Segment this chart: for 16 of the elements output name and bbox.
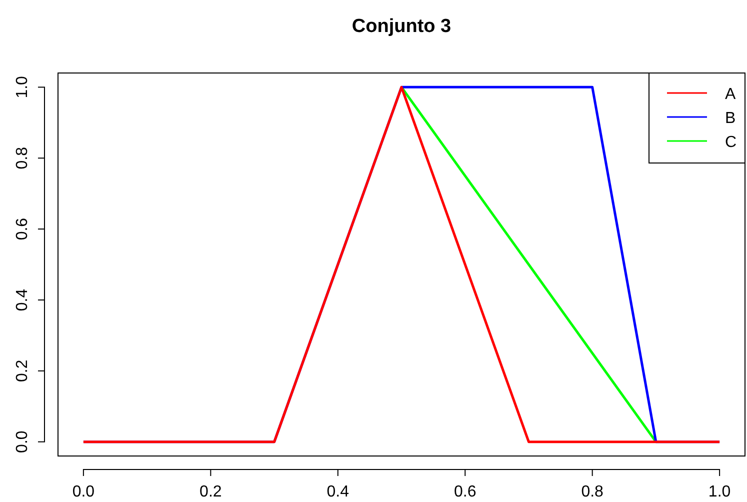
y-tick-label: 0.6 [14,218,31,240]
y-tick-label: 1.0 [14,76,31,98]
chart-title: Conjunto 3 [352,16,452,37]
x-tick-label: 0.0 [72,484,95,501]
x-tick-label: 0.2 [200,484,222,501]
x-tick-label: 1.0 [708,484,731,501]
x-tick-label: 0.6 [454,484,476,501]
legend-label: A [725,86,736,103]
x-tick-label: 0.8 [581,484,604,501]
y-tick-label: 0.8 [14,146,31,170]
y-tick-label: 0.4 [14,288,31,312]
legend-label: C [725,134,737,151]
x-tick-label: 0.4 [326,484,350,501]
legend-label: B [725,110,736,127]
y-tick-label: 0.0 [14,430,31,453]
y-tick-label: 0.2 [14,360,31,382]
